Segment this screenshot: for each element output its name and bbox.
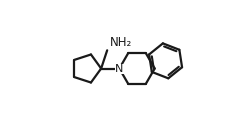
Text: NH₂: NH₂	[109, 36, 132, 49]
Text: N: N	[115, 64, 123, 73]
